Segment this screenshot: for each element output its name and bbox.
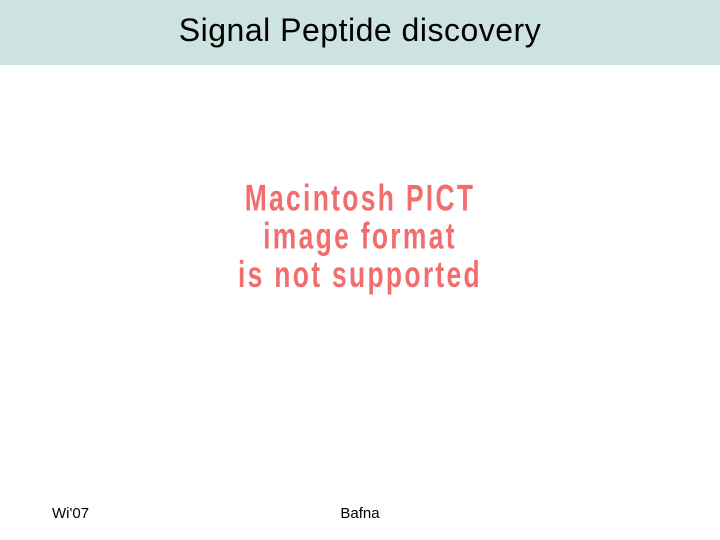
placeholder-line-3: is not supported	[238, 256, 482, 295]
footer-center-text: Bafna	[340, 505, 379, 522]
placeholder-line-1: Macintosh PICT	[238, 178, 482, 217]
title-bar: Signal Peptide discovery	[0, 0, 720, 65]
slide-title: Signal Peptide discovery	[0, 12, 720, 49]
placeholder-line-2: image format	[238, 217, 482, 256]
footer-left-text: Wi'07	[52, 505, 89, 522]
pict-unsupported-placeholder: Macintosh PICT image format is not suppo…	[238, 178, 482, 294]
